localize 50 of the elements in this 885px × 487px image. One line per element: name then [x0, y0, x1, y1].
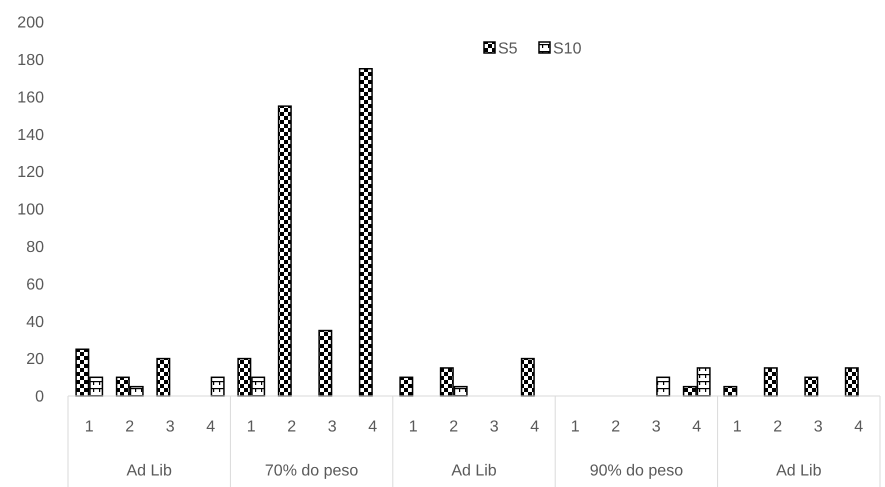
x-tick-label: 3	[328, 418, 337, 436]
y-tick-label: 140	[17, 126, 44, 144]
y-tick-label: 0	[35, 388, 44, 406]
bar	[358, 68, 373, 397]
x-tick-label: 2	[611, 418, 620, 436]
bar	[318, 330, 332, 397]
x-tick-label: 2	[125, 418, 134, 436]
x-tick-label: 3	[814, 418, 823, 436]
bar	[764, 367, 778, 397]
x-tick-label: 4	[692, 418, 702, 436]
bar	[520, 358, 535, 397]
text: Ad Lib	[451, 462, 497, 480]
x-tick-label: 4	[530, 418, 540, 436]
bar	[804, 376, 818, 397]
bar	[278, 105, 292, 397]
x-tick-label: 2	[287, 418, 296, 436]
x-tick-label: 1	[246, 418, 256, 436]
x-tick-label: 3	[166, 418, 175, 436]
y-tick-label: 20	[26, 351, 44, 368]
x-tick-label: 3	[652, 418, 661, 436]
legend-label: S10	[553, 40, 582, 58]
bar	[156, 358, 170, 397]
text: 70% do peso	[264, 462, 358, 480]
legend-label: S5	[498, 40, 518, 58]
x-tick-label: 3	[490, 418, 499, 436]
text: Ad Lib	[776, 462, 822, 480]
x-tick-label: 1	[570, 418, 580, 436]
x-tick-label: 4	[854, 418, 864, 436]
text: Ad Lib	[126, 462, 172, 480]
x-tick-label: 2	[773, 418, 782, 436]
y-tick-label: 180	[17, 52, 44, 69]
y-tick-label: 160	[17, 89, 44, 106]
bar	[723, 386, 738, 397]
bar	[210, 376, 225, 397]
y-tick-label: 40	[26, 314, 44, 331]
y-tick-label: 120	[17, 164, 44, 182]
y-tick-label: 200	[17, 14, 44, 32]
x-tick-label: 4	[206, 418, 216, 436]
text: 90% do peso	[590, 462, 684, 480]
x-tick-label: 1	[732, 418, 742, 436]
y-tick-label: 60	[26, 276, 44, 294]
x-tick-label: 1	[84, 418, 94, 436]
x-tick-label: 4	[368, 418, 378, 436]
bar	[844, 367, 859, 397]
bar	[399, 376, 414, 397]
y-tick-label: 80	[26, 239, 44, 256]
x-tick-label: 2	[449, 418, 458, 436]
bar	[656, 376, 670, 397]
y-tick-label: 100	[17, 202, 44, 219]
x-tick-label: 1	[408, 418, 418, 436]
